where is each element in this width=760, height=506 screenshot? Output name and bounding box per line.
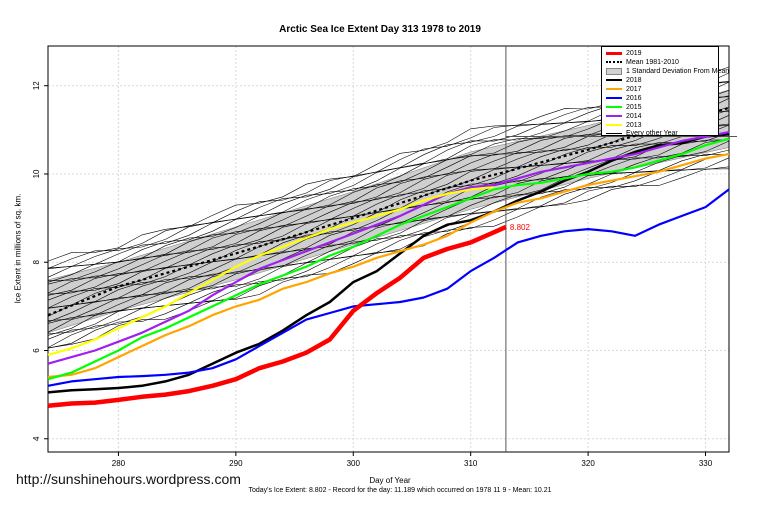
other-year-line [47, 149, 730, 336]
other-year-line [47, 125, 730, 309]
x-tick-label: 280 [112, 459, 126, 468]
footer-stats: Today's Ice Extent: 8.802 - Record for t… [248, 487, 552, 494]
legend-item-2014: 2014 [606, 112, 642, 121]
y-tick-label: 6 [32, 348, 41, 353]
legend-item-2013: 2013 [606, 121, 642, 130]
legend-item-mean: Mean 1981-2010 [606, 58, 679, 67]
other-year-line [47, 153, 730, 335]
y-tick-label: 8 [32, 259, 41, 264]
x-tick-label: 310 [464, 459, 478, 468]
legend-item-std-band: 1 Standard Deviation From Mean [606, 67, 729, 76]
legend-item-2019: 2019 [606, 49, 642, 58]
x-axis-label: Day of Year [369, 476, 411, 485]
other-year-line [47, 166, 730, 349]
series-line-2019 [47, 224, 507, 408]
y-tick-label: 10 [32, 169, 41, 178]
legend-item-other-years: Every other Year [606, 129, 678, 138]
legend-item-2018: 2018 [606, 76, 642, 85]
chart-legend: 2019 Mean 1981-2010 1 Standard Deviation… [601, 46, 729, 138]
current-value-label: 8.802 [510, 223, 531, 232]
other-year-line [47, 115, 730, 309]
y-tick-label: 4 [32, 436, 41, 441]
legend-item-2017: 2017 [606, 85, 642, 94]
source-credit: http://sunshinehours.wordpress.com [16, 471, 241, 487]
series-line-2017 [47, 153, 730, 379]
series-line-2014 [47, 131, 730, 365]
y-tick-label: 12 [32, 81, 41, 90]
series-line-2013 [47, 186, 495, 356]
series-line-2015 [47, 137, 730, 381]
other-year-line [47, 123, 730, 309]
x-tick-label: 300 [347, 459, 361, 468]
x-tick-label: 330 [699, 459, 713, 468]
series-line-2016 [47, 188, 730, 387]
plot-frame [47, 45, 730, 453]
other-year-line [47, 138, 730, 324]
series-line-2018 [47, 133, 730, 394]
legend-item-2016: 2016 [606, 94, 642, 103]
x-tick-label: 290 [229, 459, 243, 468]
chart-title: Arctic Sea Ice Extent Day 313 1978 to 20… [279, 24, 481, 35]
series-line-mean-1981-2010 [47, 106, 730, 317]
x-tick-label: 320 [581, 459, 595, 468]
legend-item-2015: 2015 [606, 103, 642, 112]
other-year-line [47, 168, 730, 349]
